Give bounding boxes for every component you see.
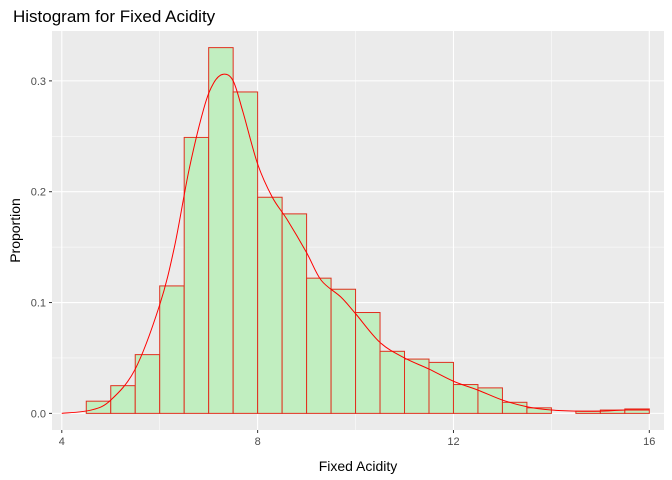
density-curve — [61, 73, 650, 414]
x-axis: 4 8 12 16 — [59, 430, 655, 448]
histogram-bar — [355, 312, 381, 414]
histogram-bar — [281, 213, 308, 414]
y-tick-label: 0.3 — [31, 76, 46, 88]
x-tick-label: 16 — [643, 436, 655, 448]
histogram-bar — [428, 361, 454, 414]
histogram-bar — [404, 358, 430, 414]
y-tick-label: 0.1 — [31, 298, 46, 310]
histogram-bar — [526, 407, 552, 414]
histogram-bar — [624, 408, 650, 414]
x-axis-title: Fixed Acidity — [319, 458, 398, 474]
y-tick-label: 0.0 — [31, 408, 46, 420]
histogram-bar — [379, 350, 406, 414]
y-axis: 0.0 0.1 0.2 0.3 — [31, 76, 52, 420]
y-tick-label: 0.2 — [31, 187, 46, 199]
histogram-bar — [208, 47, 234, 414]
x-tick-label: 12 — [447, 436, 459, 448]
histogram-bar — [183, 136, 210, 414]
x-tick-label: 8 — [255, 436, 261, 448]
histogram-bar — [134, 354, 161, 414]
histogram-bar — [232, 91, 259, 414]
x-tick-label: 4 — [59, 436, 65, 448]
histogram-bar — [110, 385, 136, 414]
histogram-bar — [330, 288, 357, 414]
y-axis-title: Proportion — [7, 198, 23, 263]
chart-title: Histogram for Fixed Acidity — [13, 7, 216, 26]
histogram-bar — [306, 277, 332, 414]
histogram-bar — [159, 285, 185, 414]
histogram-bar — [257, 196, 283, 414]
histogram-bars — [85, 47, 650, 414]
